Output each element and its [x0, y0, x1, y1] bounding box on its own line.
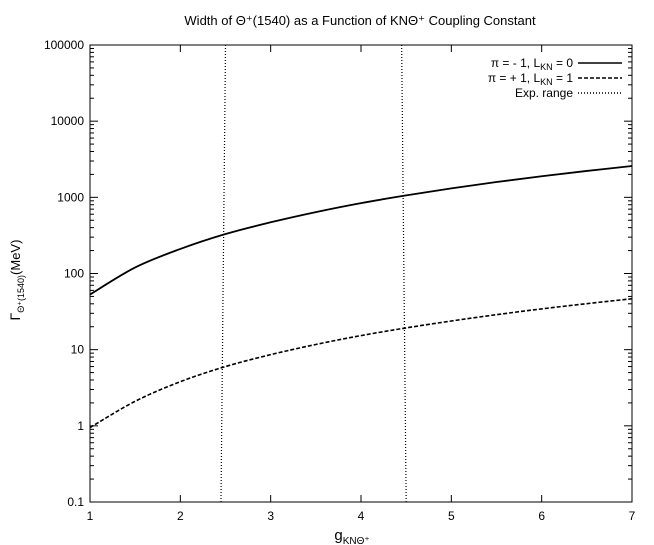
x-axis: 1 2 3 4 5 6 7 — [87, 45, 636, 523]
x-tick-label: 1 — [87, 509, 94, 523]
x-tick-label: 5 — [448, 509, 455, 523]
x-tick-label: 4 — [358, 509, 365, 523]
legend-label: Exp. range — [515, 86, 573, 100]
series-layer — [89, 44, 633, 503]
exp-range-line — [401, 44, 407, 503]
y-axis-label: ΓΘ⁺(1540)(MeV) — [7, 240, 26, 321]
chart-title: Width of Θ⁺(1540) as a Function of KNΘ⁺ … — [184, 13, 536, 28]
y-axis-label-subscript: Θ⁺(1540) — [16, 275, 26, 313]
y-axis-label-main: Γ — [7, 312, 23, 320]
legend-label-tail: = 1 — [553, 71, 574, 85]
plot-area-border — [89, 44, 633, 503]
y-tick-label: 0.1 — [67, 495, 84, 509]
x-axis-label-main: g — [334, 527, 342, 544]
y-tick-label: 100 — [64, 267, 84, 281]
legend-label: π = - 1, LKN = 0 — [491, 56, 574, 72]
series-line-2 — [89, 297, 633, 429]
series-line-1 — [89, 165, 633, 296]
x-axis-label-subscript: KNΘ⁺ — [343, 536, 370, 545]
x-tick-label: 6 — [538, 509, 545, 523]
y-tick-label: 10 — [71, 343, 85, 357]
y-tick-label: 100000 — [44, 38, 84, 52]
y-axis: 0.1 1 10 100 1000 10000 100000 — [44, 38, 632, 509]
x-axis-label: gKNΘ⁺ — [334, 527, 369, 545]
legend-label-subscript: KN — [540, 62, 553, 72]
plot-frame — [89, 44, 633, 503]
legend-label: π = + 1, LKN = 1 — [488, 71, 574, 87]
legend-label-tail: = 0 — [553, 56, 574, 70]
y-tick-label: 10000 — [51, 114, 85, 128]
y-tick-label: 1 — [77, 419, 84, 433]
legend-label-text: π = + 1, L — [488, 71, 541, 85]
legend-label-text: Exp. range — [515, 86, 573, 100]
exp-range-line — [220, 44, 227, 503]
x-tick-label: 3 — [267, 509, 274, 523]
x-tick-label: 2 — [177, 509, 184, 523]
y-axis-label-unit: (MeV) — [8, 240, 23, 275]
legend-label-subscript: KN — [540, 77, 553, 87]
legend-label-text: π = - 1, L — [491, 56, 541, 70]
y-tick-label: 1000 — [57, 190, 84, 204]
x-tick-label: 7 — [629, 509, 636, 523]
